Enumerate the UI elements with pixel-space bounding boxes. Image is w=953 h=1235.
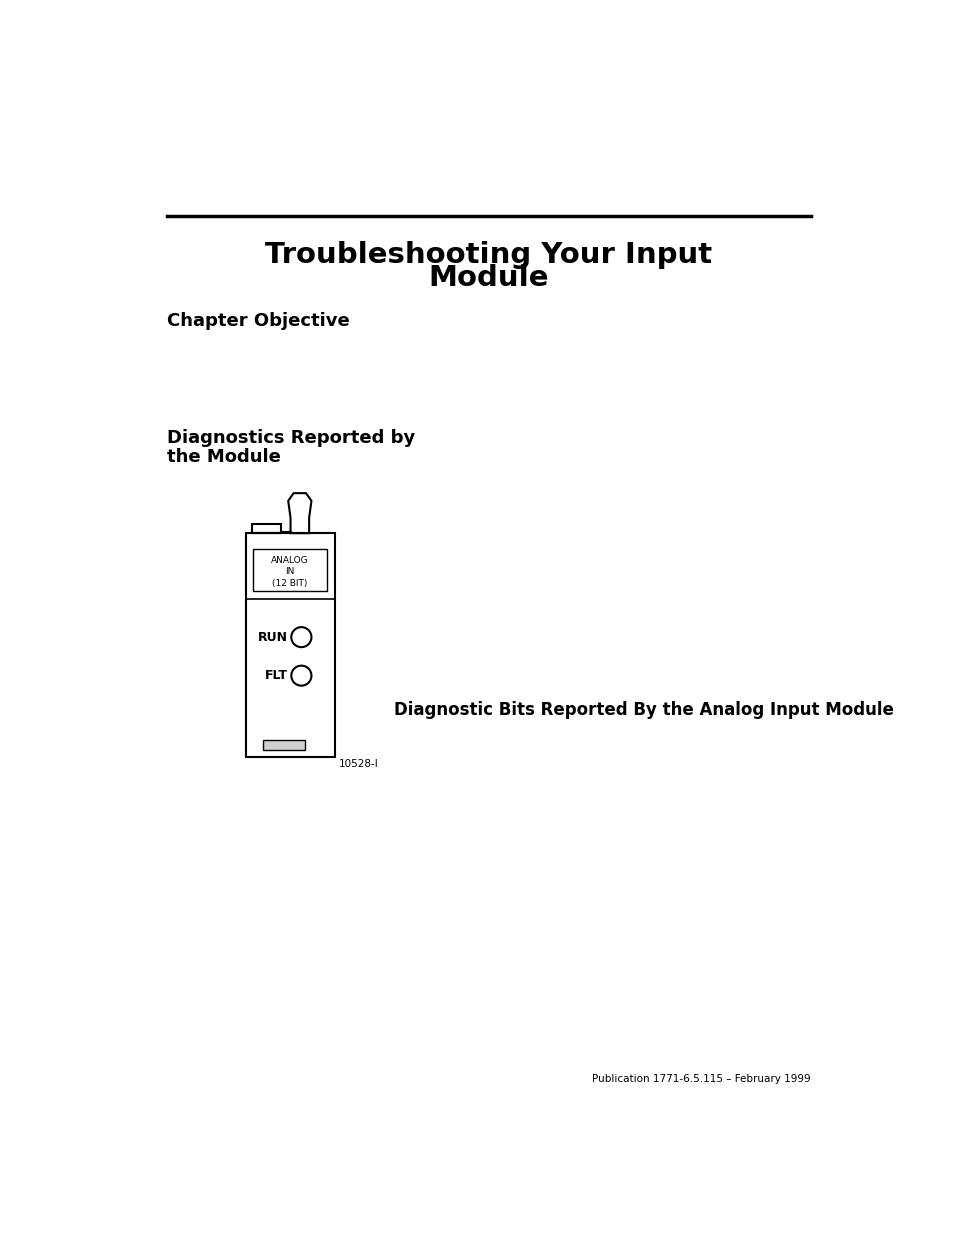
- Text: ANALOG: ANALOG: [271, 556, 309, 564]
- Text: Module: Module: [428, 264, 549, 291]
- Bar: [253, 548, 327, 592]
- Text: 10528-I: 10528-I: [338, 758, 378, 769]
- Bar: [245, 534, 335, 757]
- Bar: [262, 740, 305, 751]
- Text: RUN: RUN: [257, 631, 287, 643]
- Text: (12 BIT): (12 BIT): [273, 579, 308, 588]
- Text: Diagnostics Reported by: Diagnostics Reported by: [167, 430, 416, 447]
- Text: Publication 1771-6.5.115 – February 1999: Publication 1771-6.5.115 – February 1999: [591, 1073, 810, 1084]
- Text: Chapter Objective: Chapter Objective: [167, 312, 350, 330]
- Text: Diagnostic Bits Reported By the Analog Input Module: Diagnostic Bits Reported By the Analog I…: [394, 701, 893, 719]
- Bar: [252, 524, 281, 534]
- Text: FLT: FLT: [264, 669, 287, 682]
- Text: IN: IN: [285, 567, 294, 577]
- Text: the Module: the Module: [167, 448, 281, 467]
- Text: Troubleshooting Your Input: Troubleshooting Your Input: [265, 241, 712, 268]
